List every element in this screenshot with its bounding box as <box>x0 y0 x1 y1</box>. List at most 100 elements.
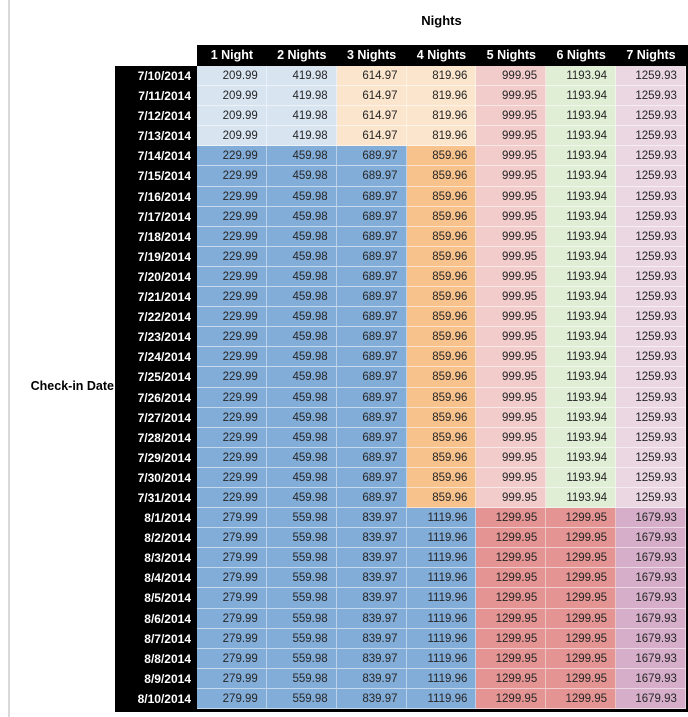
price-cell[interactable]: 1259.93 <box>616 266 686 288</box>
price-cell[interactable]: 459.98 <box>266 467 337 488</box>
price-cell[interactable]: 1259.93 <box>616 407 686 428</box>
price-cell[interactable]: 1299.95 <box>546 688 617 709</box>
price-cell[interactable]: 279.99 <box>197 688 267 709</box>
price-cell[interactable]: 1679.93 <box>616 588 686 609</box>
price-cell[interactable]: 859.96 <box>406 307 477 328</box>
price-cell[interactable]: 1119.96 <box>406 628 477 649</box>
price-cell[interactable]: 819.96 <box>406 126 477 147</box>
price-cell[interactable]: 459.98 <box>266 447 337 468</box>
price-cell[interactable]: 689.97 <box>336 447 407 468</box>
price-cell[interactable]: 839.97 <box>336 568 407 589</box>
price-cell[interactable]: 1193.94 <box>546 226 617 247</box>
price-cell[interactable]: 1119.96 <box>406 688 477 709</box>
date-cell[interactable]: 8/5/2014 <box>115 588 197 609</box>
price-cell[interactable]: 1299.95 <box>546 528 617 549</box>
price-cell[interactable]: 859.96 <box>406 166 477 187</box>
column-header-cell[interactable]: 4 Nights <box>416 48 467 62</box>
price-cell[interactable]: 1193.94 <box>546 287 617 308</box>
price-cell[interactable]: 1259.93 <box>616 126 686 147</box>
price-cell[interactable]: 859.96 <box>406 327 477 348</box>
price-cell[interactable]: 1259.93 <box>616 166 686 187</box>
price-cell[interactable]: 839.97 <box>336 628 407 649</box>
price-cell[interactable]: 1193.94 <box>546 427 617 448</box>
price-cell[interactable]: 999.95 <box>476 146 547 167</box>
price-cell[interactable]: 559.98 <box>266 628 337 649</box>
price-cell[interactable]: 279.99 <box>197 548 267 569</box>
date-cell[interactable]: 7/23/2014 <box>115 327 197 348</box>
price-cell[interactable]: 459.98 <box>266 226 337 247</box>
price-cell[interactable]: 689.97 <box>336 487 407 509</box>
column-header-cell[interactable]: 7 Nights <box>626 48 676 62</box>
price-cell[interactable]: 999.95 <box>476 66 547 87</box>
price-cell[interactable]: 689.97 <box>336 246 407 267</box>
price-cell[interactable]: 1259.93 <box>616 327 686 348</box>
column-header-cell[interactable]: 5 Nights <box>486 48 536 62</box>
price-cell[interactable]: 1299.95 <box>546 588 617 609</box>
price-cell[interactable]: 999.95 <box>476 106 547 127</box>
price-cell[interactable]: 859.96 <box>406 367 477 388</box>
price-cell[interactable]: 689.97 <box>336 327 407 348</box>
date-cell[interactable]: 8/10/2014 <box>115 688 197 709</box>
price-cell[interactable]: 819.96 <box>406 86 477 107</box>
price-cell[interactable]: 1259.93 <box>616 106 686 127</box>
price-cell[interactable]: 1299.95 <box>476 628 547 649</box>
price-cell[interactable]: 1299.95 <box>476 568 547 589</box>
price-cell[interactable]: 1259.93 <box>616 186 686 207</box>
price-cell[interactable]: 1193.94 <box>546 327 617 348</box>
column-header-cell[interactable]: 1 Night <box>210 48 254 62</box>
date-cell[interactable]: 8/3/2014 <box>115 548 197 569</box>
price-cell[interactable]: 1679.93 <box>616 668 686 689</box>
price-cell[interactable]: 229.99 <box>197 307 267 328</box>
price-cell[interactable]: 1193.94 <box>546 307 617 328</box>
price-cell[interactable]: 614.97 <box>336 66 407 87</box>
price-cell[interactable]: 1119.96 <box>406 588 477 609</box>
date-cell[interactable]: 8/6/2014 <box>115 608 197 629</box>
price-cell[interactable]: 279.99 <box>197 588 267 609</box>
price-cell[interactable]: 1259.93 <box>616 347 686 368</box>
price-cell[interactable]: 229.99 <box>197 327 267 348</box>
price-cell[interactable]: 459.98 <box>266 166 337 187</box>
price-cell[interactable]: 1193.94 <box>546 347 617 368</box>
price-cell[interactable]: 999.95 <box>476 246 547 267</box>
price-cell[interactable]: 839.97 <box>336 508 407 529</box>
price-cell[interactable]: 839.97 <box>336 668 407 689</box>
price-cell[interactable]: 689.97 <box>336 387 407 408</box>
price-cell[interactable]: 1193.94 <box>546 266 617 288</box>
price-cell[interactable]: 859.96 <box>406 246 477 267</box>
price-cell[interactable]: 229.99 <box>197 186 267 207</box>
price-cell[interactable]: 1193.94 <box>546 166 617 187</box>
price-cell[interactable]: 819.96 <box>406 66 477 87</box>
price-cell[interactable]: 614.97 <box>336 106 407 127</box>
price-cell[interactable]: 559.98 <box>266 588 337 609</box>
price-cell[interactable]: 1299.95 <box>546 548 617 569</box>
price-cell[interactable]: 1193.94 <box>546 467 617 488</box>
price-cell[interactable]: 229.99 <box>197 287 267 308</box>
price-cell[interactable]: 839.97 <box>336 688 407 709</box>
price-cell[interactable]: 1193.94 <box>546 447 617 468</box>
price-cell[interactable]: 419.98 <box>266 126 337 147</box>
price-cell[interactable]: 1299.95 <box>476 648 547 669</box>
price-cell[interactable]: 689.97 <box>336 206 407 227</box>
price-cell[interactable]: 209.99 <box>197 126 267 147</box>
price-cell[interactable]: 689.97 <box>336 407 407 428</box>
price-cell[interactable]: 229.99 <box>197 206 267 227</box>
price-cell[interactable]: 1299.95 <box>546 568 617 589</box>
price-cell[interactable]: 689.97 <box>336 307 407 328</box>
date-cell[interactable]: 7/10/2014 <box>115 66 197 87</box>
price-cell[interactable]: 229.99 <box>197 427 267 448</box>
price-cell[interactable]: 1259.93 <box>616 86 686 107</box>
price-cell[interactable]: 999.95 <box>476 347 547 368</box>
price-cell[interactable]: 279.99 <box>197 508 267 529</box>
price-cell[interactable]: 689.97 <box>336 367 407 388</box>
date-cell[interactable]: 7/20/2014 <box>115 266 197 288</box>
price-cell[interactable]: 1259.93 <box>616 367 686 388</box>
price-cell[interactable]: 229.99 <box>197 166 267 187</box>
price-cell[interactable]: 859.96 <box>406 226 477 247</box>
price-cell[interactable]: 1259.93 <box>616 447 686 468</box>
price-cell[interactable]: 459.98 <box>266 206 337 227</box>
price-cell[interactable]: 999.95 <box>476 86 547 107</box>
date-cell[interactable]: 7/15/2014 <box>115 166 197 187</box>
price-cell[interactable]: 559.98 <box>266 648 337 669</box>
price-cell[interactable]: 1259.93 <box>616 467 686 488</box>
price-cell[interactable]: 689.97 <box>336 467 407 488</box>
